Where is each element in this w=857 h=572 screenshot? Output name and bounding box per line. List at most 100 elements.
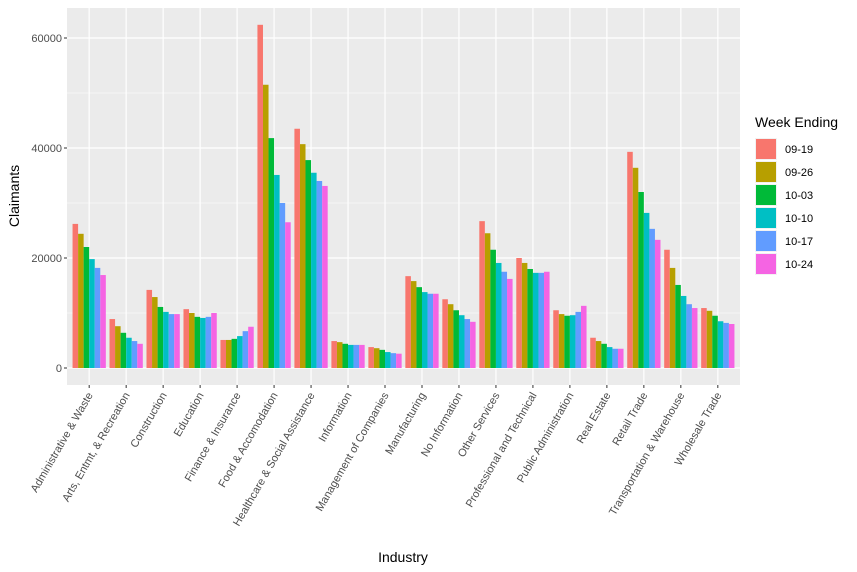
bar [427,293,434,368]
y-tick-label: 20000 [31,253,62,265]
bar [78,233,84,368]
bar [348,344,354,368]
y-axis-title: Claimants [6,165,22,227]
bar [643,212,650,368]
bar [390,353,397,368]
bar [220,339,227,368]
bar [109,319,116,368]
bar [353,344,360,368]
bar [712,315,718,368]
legend-label: 10-03 [785,190,813,202]
legend-key [756,254,776,274]
bar [706,310,713,368]
legend: Week Ending 09-19 09-26 10-03 10-10 10-17 10-… [755,114,838,275]
bar [405,276,411,368]
bar [242,331,249,368]
legend-key [756,139,776,159]
bar [595,341,602,368]
bar [359,344,365,368]
bar [495,262,502,368]
x-axis-title: Industry [378,549,428,565]
bar [342,343,349,368]
bar [654,239,661,368]
bar [433,293,439,368]
legend-label: 10-17 [785,236,813,248]
bar [211,313,217,368]
bar [89,259,95,368]
x-tick-label: Retail Trade [610,391,650,448]
bar [299,144,306,368]
bar [490,249,496,368]
bar [322,185,328,368]
legend-key [756,185,776,205]
bar [373,348,380,368]
x-tick-label: Management of Companies [314,390,392,513]
bar [226,339,232,368]
x-tick-label: Administrative & Waste [29,391,96,495]
bar [379,349,386,368]
bar [527,269,533,368]
bar [649,228,655,368]
bar [157,306,164,368]
bar [385,352,391,368]
x-tick-label: Information [317,391,355,445]
bar [83,247,90,368]
bar [470,321,476,368]
bar [632,167,639,368]
legend-label: 10-24 [785,259,813,271]
bar [532,272,539,368]
y-tick-label: 0 [56,363,62,375]
bar [447,304,454,368]
legend-key [756,208,776,228]
bar [316,181,323,368]
bar [368,347,374,368]
bar [183,309,190,368]
legend-key [756,162,776,182]
bar [680,295,687,368]
bar [617,348,624,368]
bar [174,314,180,368]
bar [279,203,286,368]
bar [189,313,195,368]
bar [479,221,485,368]
bar [331,341,337,368]
bar [200,317,206,368]
bar [120,332,127,368]
legend-title: Week Ending [755,114,838,130]
bar [168,314,175,368]
bar [701,308,707,368]
x-tick-label: Transportation & Warehouse [607,391,687,518]
bar [553,310,559,368]
y-tick-label: 60000 [31,33,62,45]
bar [538,272,545,368]
bar [728,324,735,368]
bar [305,160,312,368]
bar [231,338,238,368]
bar [396,353,402,368]
bar [410,281,417,368]
bar [464,319,471,368]
bar [248,326,254,368]
bar [638,192,644,368]
bar [163,311,169,368]
y-tick-label: 40000 [31,143,62,155]
bar [262,84,269,368]
bar [152,297,158,368]
bar [126,337,132,368]
bar [237,336,243,368]
bar [72,223,79,368]
bar [558,314,565,368]
bar [146,289,153,368]
x-tick-label: Arts, Entmt, & Recreation [60,391,132,504]
x-tick-label: Real Estate [575,391,614,446]
bar [521,262,528,368]
bar [416,287,422,368]
bar [569,315,576,368]
bar [717,321,724,368]
legend-label: 10-10 [785,213,813,225]
bar [664,249,670,368]
bar [564,315,570,368]
bar [274,174,280,368]
